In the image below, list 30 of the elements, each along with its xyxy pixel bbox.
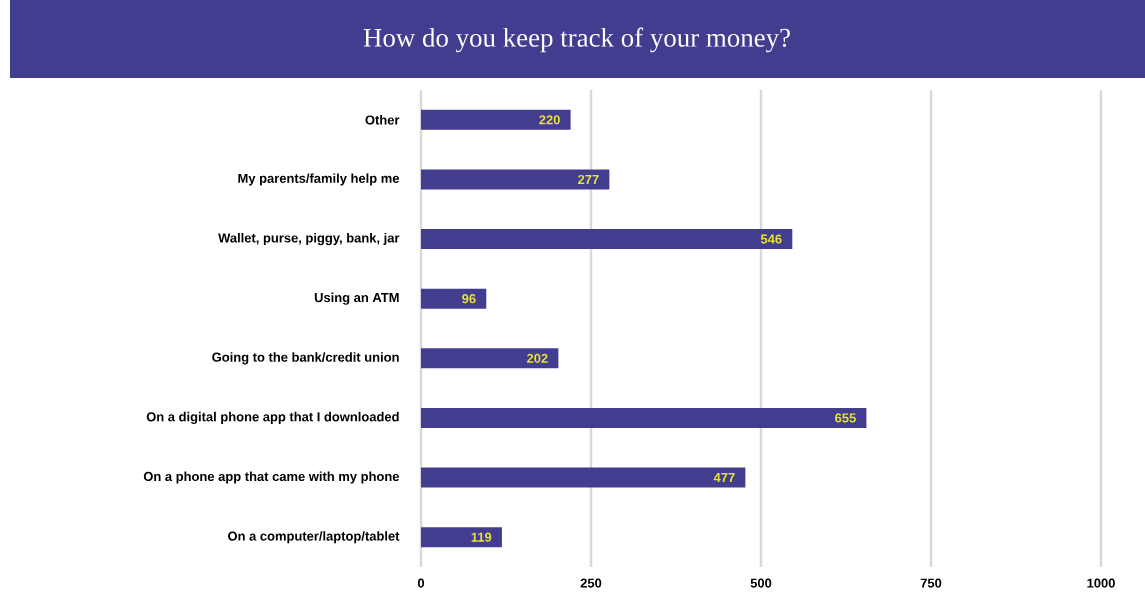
x-tick-label: 500: [750, 578, 772, 588]
x-tick-label: 250: [580, 578, 602, 588]
bar: [421, 229, 793, 250]
x-tick-label: 0: [417, 578, 425, 588]
y-tick-label: Going to the bank/credit union: [212, 352, 399, 365]
bar: [421, 348, 559, 369]
data-label: 546: [760, 234, 782, 244]
data-label: 655: [835, 413, 856, 423]
data-label: 477: [713, 473, 735, 483]
bar: [421, 527, 502, 548]
y-tick-label: Using an ATM: [314, 292, 399, 305]
bar: [421, 288, 487, 309]
x-tick-label: 750: [920, 578, 942, 588]
bar: [421, 407, 867, 428]
x-tick-label: 1000: [1087, 578, 1115, 588]
bar: [421, 169, 610, 190]
y-tick-label: Other: [365, 115, 400, 125]
data-label: 277: [578, 174, 599, 184]
y-tick-label: Wallet, purse, piggy, bank, jar: [218, 232, 400, 246]
y-tick-label: On a computer/laptop/tablet: [228, 531, 400, 544]
bar: [421, 467, 746, 488]
data-label: 96: [462, 294, 476, 304]
data-label: 220: [539, 115, 560, 125]
y-tick-label: On a digital phone app that I downloaded: [146, 411, 399, 425]
data-label: 119: [471, 532, 492, 542]
data-label: 202: [527, 353, 548, 363]
chart-title: How do you keep track of your money?: [363, 27, 790, 53]
y-tick-label: On a phone app that came with my phone: [143, 471, 400, 484]
y-tick-label: My parents/family help me: [238, 173, 400, 186]
bar: [421, 109, 571, 130]
